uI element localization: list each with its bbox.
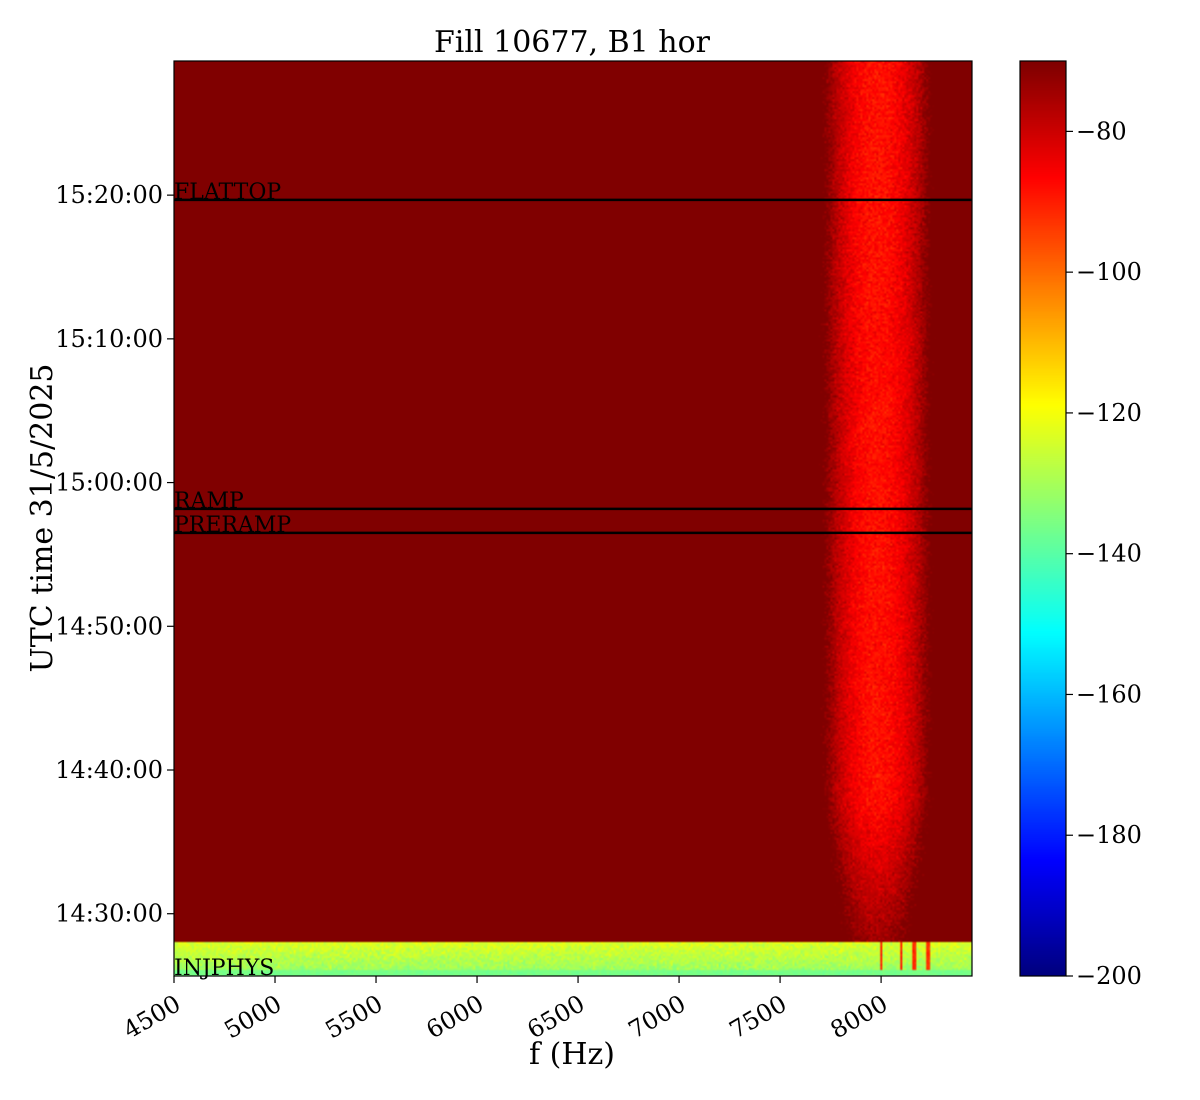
- colorbar: −80 −100 −120 −140 −160 −180 −200: [1019, 60, 1142, 990]
- y-axis: 14:30:00 14:40:00 14:50:00 15:00:00 15:10:00…: [55, 181, 174, 928]
- y-tick-label: 14:40:00: [55, 756, 163, 784]
- x-tick-label: 5000: [220, 989, 287, 1044]
- event-label: RAMP: [174, 489, 244, 514]
- y-tick-label: 15:10:00: [55, 325, 163, 353]
- x-tick-label: 7500: [725, 989, 792, 1044]
- x-tick-label: 8000: [826, 989, 893, 1044]
- colorbar-tick-label: −80: [1076, 117, 1127, 145]
- colorbar-tick-label: −140: [1076, 540, 1142, 568]
- y-tick-label: 14:50:00: [55, 612, 163, 640]
- x-tick-label: 7000: [624, 989, 691, 1044]
- plot-frame: [173, 60, 973, 977]
- y-tick-label: 15:00:00: [55, 469, 163, 497]
- colorbar-tick-label: −180: [1076, 821, 1142, 849]
- event-label: PRERAMP: [174, 513, 291, 538]
- colorbar-tick-label: −160: [1076, 680, 1142, 708]
- spectrogram-heatmap: [174, 61, 972, 976]
- y-axis-title: UTC time 31/5/2025: [25, 364, 60, 673]
- y-tick-label: 15:20:00: [55, 181, 163, 209]
- y-tick-label: 14:30:00: [55, 900, 163, 928]
- colorbar-tick-label: −100: [1076, 258, 1142, 286]
- chart-title: Fill 10677, B1 hor: [434, 25, 711, 60]
- x-tick-label: 4500: [119, 989, 186, 1044]
- colorbar-ticks: −80 −100 −120 −140 −160 −180 −200: [1066, 117, 1142, 990]
- colorbar-gradient: [1020, 61, 1066, 976]
- colorbar-frame: [1019, 60, 1067, 977]
- colorbar-tick-label: −120: [1076, 399, 1142, 427]
- x-axis-title: f (Hz): [529, 1037, 615, 1072]
- x-tick-label: 5500: [321, 989, 388, 1044]
- x-axis: 4500 5000 5500 6000 6500 7000 7500 8000: [119, 976, 893, 1044]
- event-label: FLATTOP: [174, 180, 281, 205]
- x-tick-label: 6000: [422, 989, 489, 1044]
- colorbar-tick-label: −200: [1076, 962, 1142, 990]
- event-label: INJPHYS: [174, 956, 274, 981]
